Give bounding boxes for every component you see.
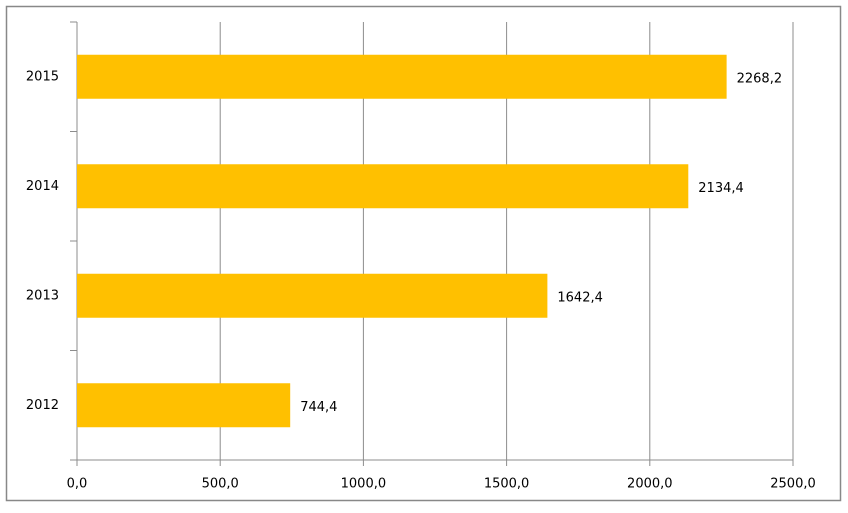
bar — [77, 54, 727, 99]
x-tick-label: 1500,0 — [484, 477, 530, 492]
y-tick-label: 2013 — [26, 288, 59, 303]
y-tick-label: 2012 — [26, 398, 59, 413]
data-label: 2134,4 — [698, 181, 744, 196]
data-label: 2268,2 — [737, 71, 783, 86]
x-tick-label: 0,0 — [67, 477, 88, 492]
bar — [77, 383, 291, 428]
bar — [77, 164, 689, 209]
x-tick-label: 2500,0 — [770, 477, 816, 492]
x-tick-label: 2000,0 — [627, 477, 673, 492]
y-tick-label: 2014 — [26, 179, 59, 194]
bar — [77, 273, 548, 318]
x-tick-label: 1000,0 — [341, 477, 387, 492]
x-tick-label: 500,0 — [202, 477, 239, 492]
data-label: 744,4 — [300, 400, 337, 415]
y-tick-label: 2015 — [26, 69, 59, 84]
data-label: 1642,4 — [557, 290, 603, 305]
